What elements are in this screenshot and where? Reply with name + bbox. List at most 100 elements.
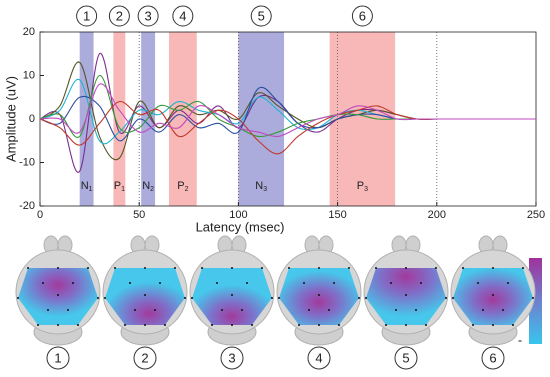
window-number: 2 [116,8,123,23]
electrode [435,267,437,269]
window-badge [108,5,130,27]
brain-map: 5 [363,235,449,370]
component-label: N1 [81,180,93,193]
electrode [191,297,193,299]
time-window [141,32,156,206]
window-number: 3 [145,8,152,23]
map-badge [133,346,157,370]
x-tick-label: 0 [37,209,43,221]
window-badge [172,5,194,27]
electrode [17,297,19,299]
colorbar-min: - [518,332,522,347]
y-axis-label: Amplitude (uV) [3,76,18,162]
electrode [42,282,44,284]
electrode [338,324,340,326]
electrode [251,324,253,326]
map-badge [220,346,244,370]
electrode [365,297,367,299]
topography [366,268,446,325]
map-badge [481,346,505,370]
x-tick-label: 100 [229,209,247,221]
map-number: 5 [402,350,409,365]
electrode [154,309,156,311]
component-sub: 1 [89,186,93,193]
electrode [502,309,504,311]
window-number: 5 [258,8,265,23]
time-window [79,32,94,206]
electrode [201,267,203,269]
electrode [144,294,146,296]
electrode [405,267,407,269]
time-window [113,32,126,206]
component-sub: 3 [364,186,368,193]
window-number: 4 [179,8,186,23]
electrode [425,324,427,326]
window-number: 6 [359,8,366,23]
electrode [522,267,524,269]
electrode [72,282,74,284]
x-tick-label: 150 [328,209,346,221]
topography [279,268,359,325]
y-tick-label: 20 [23,26,35,38]
electrode [241,309,243,311]
component-label: P3 [357,180,368,193]
electrode [164,324,166,326]
electrode [37,324,39,326]
y-tick-label: 0 [29,113,35,125]
electrode [472,324,474,326]
brain-map: 3 [189,235,275,370]
component-base: N [81,180,89,192]
electrode [114,267,116,269]
topography [105,268,185,325]
x-tick-label: 200 [428,209,446,221]
map-badge [46,346,70,370]
map-number: 1 [54,350,61,365]
electrode [87,267,89,269]
electrode [375,267,377,269]
electrode [308,309,310,311]
electrode [303,282,305,284]
component-sub: 1 [121,186,125,193]
brain-map: 1 [15,235,101,370]
component-base: P [357,180,364,192]
window-badge [351,5,373,27]
electrode [221,309,223,311]
electrode [97,297,99,299]
topography [18,268,98,325]
window-badge [137,5,159,27]
topography [453,268,533,325]
electrode [507,282,509,284]
electrode [278,297,280,299]
component-label: N2 [142,180,154,193]
component-base: P [177,180,184,192]
electrode [57,294,59,296]
electrode [405,324,407,326]
window-number: 1 [83,8,90,23]
brain-map: 4 [276,235,362,370]
electrode [216,282,218,284]
electrode [405,294,407,296]
component-base: N [255,180,263,192]
window-badge [250,5,272,27]
electrode [129,282,131,284]
electrode [77,324,79,326]
electrode [333,282,335,284]
x-tick-label: 250 [527,209,545,221]
electrode [512,324,514,326]
map-number: 3 [228,350,235,365]
electrode [385,324,387,326]
electrode [395,309,397,311]
electrode [246,282,248,284]
map-number: 6 [489,350,496,365]
y-tick-label: -10 [19,156,35,168]
time-window [168,32,197,206]
electrode [57,267,59,269]
erp-trace [39,83,536,138]
electrode [184,297,186,299]
electrode [328,309,330,311]
electrode [532,297,534,299]
brain-map: 2 [102,235,188,370]
electrode [298,324,300,326]
x-axis-label: Latency (msec) [196,219,285,234]
